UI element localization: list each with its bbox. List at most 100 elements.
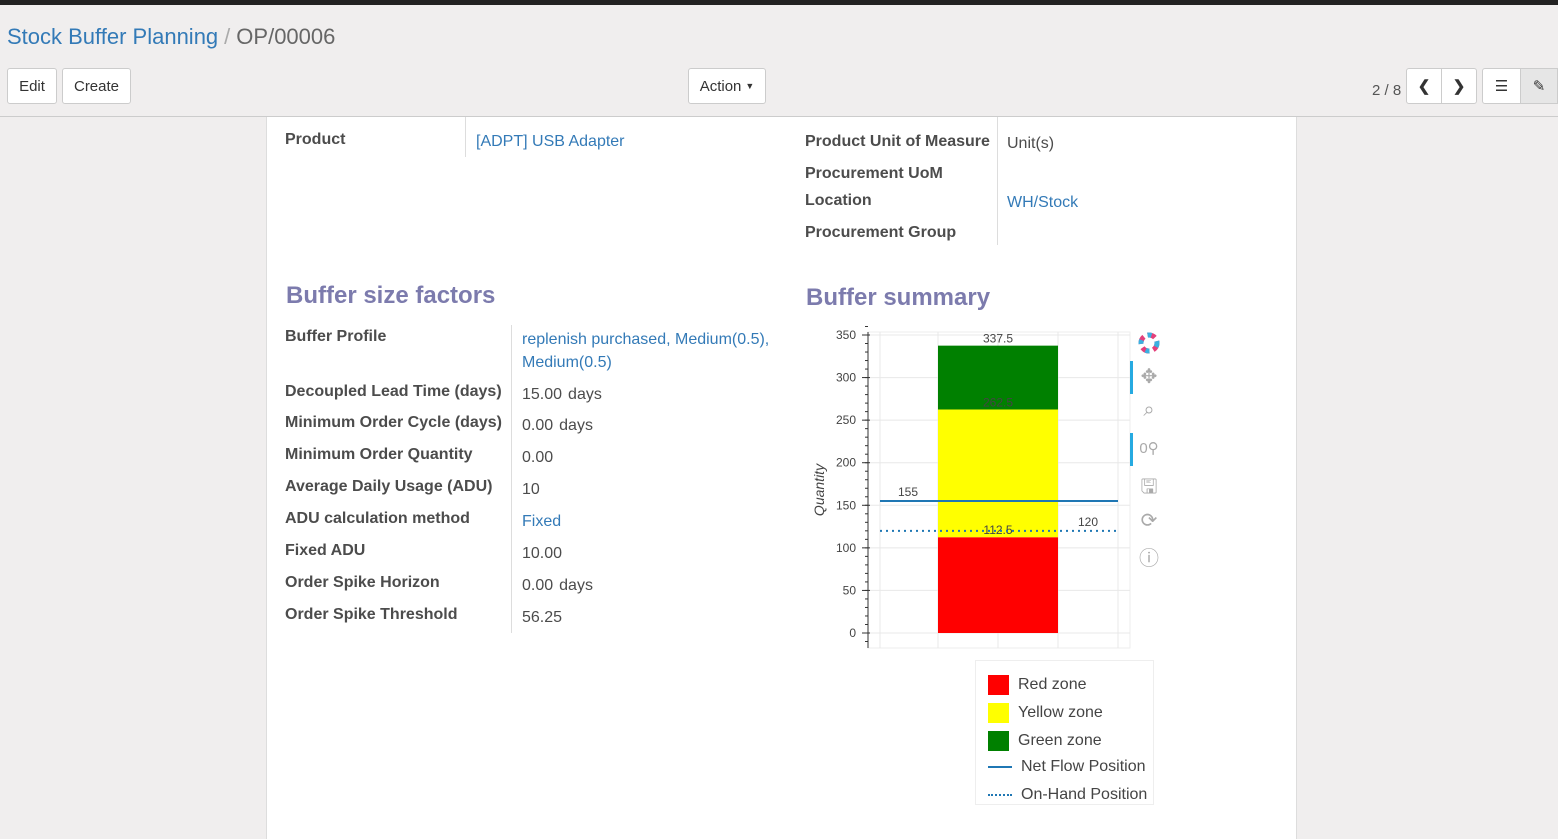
product-link[interactable]: [ADPT] USB Adapter	[476, 133, 625, 150]
chevron-right-icon: ❯	[1452, 78, 1466, 95]
chevron-left-icon: ❮	[1417, 78, 1431, 95]
legend-net-flow: Net Flow Position	[988, 758, 1146, 776]
procurement-group-label: Procurement Group	[805, 224, 957, 241]
list-icon: ☰	[1494, 78, 1509, 95]
factor-label: ADU calculation method	[285, 510, 470, 527]
bar-red-zone	[938, 537, 1058, 633]
chart-legend: Red zone Yellow zone Green zone Net Flow…	[975, 660, 1154, 805]
factor-value-text: 15.00	[522, 386, 563, 403]
uom-value: Unit(s)	[1007, 135, 1055, 152]
legend-green-zone: Green zone	[988, 731, 1102, 751]
divider	[511, 325, 512, 633]
factor-value-text: 0.00	[522, 577, 554, 594]
factor-value-text: 0.00	[522, 417, 554, 434]
legend-label: On-Hand Position	[1021, 786, 1148, 803]
y-tick-label: 300	[836, 371, 856, 385]
legend-swatch	[988, 766, 1012, 768]
breadcrumb: Stock Buffer Planning / OP/00006	[7, 24, 336, 49]
factor-value: 0.00 days	[522, 577, 593, 595]
y-axis-label: Quantity	[811, 463, 827, 516]
wheel-zoom-icon[interactable]: 0⚲	[1139, 440, 1159, 457]
factor-value: 15.00 days	[522, 386, 602, 404]
breadcrumb-current: OP/00006	[236, 24, 336, 49]
factor-label: Order Spike Horizon	[285, 574, 440, 591]
legend-label: Red zone	[1018, 676, 1087, 693]
product-label: Product	[285, 131, 346, 148]
y-tick-label: 150	[836, 498, 856, 512]
factor-value: 0.00 days	[522, 417, 593, 435]
legend-swatch	[988, 794, 1012, 796]
y-tick-label: 100	[836, 541, 856, 555]
zone-label: 262.5	[983, 396, 1013, 410]
factor-unit: days	[559, 417, 593, 434]
bar-yellow-zone	[938, 409, 1058, 538]
reset-icon[interactable]: ⟳	[1140, 510, 1158, 532]
list-view-button[interactable]: ☰	[1482, 68, 1521, 104]
factor-value-text: 10.00	[522, 545, 563, 562]
edit-button[interactable]: Edit	[7, 68, 57, 104]
action-label: Action	[699, 77, 742, 95]
factor-value-text: Medium(0.5)	[522, 354, 612, 371]
legend-label: Green zone	[1018, 732, 1102, 749]
form-view-button[interactable]: ✎	[1520, 68, 1558, 104]
factor-value: 56.25	[522, 609, 562, 627]
legend-label: Yellow zone	[1018, 704, 1103, 721]
factor-value[interactable]: replenish purchased, Medium(0.5), Medium(…	[522, 331, 769, 377]
top-bar	[0, 0, 1558, 5]
factor-label: Average Daily Usage (ADU)	[285, 478, 493, 495]
legend-red-zone: Red zone	[988, 675, 1087, 695]
factor-unit: days	[568, 386, 602, 403]
legend-label: Net Flow Position	[1021, 758, 1146, 775]
control-panel: Stock Buffer Planning / OP/00006 Edit Crea…	[0, 5, 1558, 117]
y-tick-label: 350	[836, 328, 856, 342]
factor-value: 0.00	[522, 449, 553, 467]
factor-label: Fixed ADU	[285, 542, 366, 559]
location-link[interactable]: WH/Stock	[1007, 194, 1079, 211]
box-zoom-icon[interactable]: ⌕	[1143, 399, 1155, 421]
bokeh-logo-icon[interactable]	[1138, 332, 1160, 354]
divider	[465, 117, 466, 157]
factor-value-text: 56.25	[522, 609, 563, 626]
next-record-button[interactable]: ❯	[1441, 68, 1477, 104]
divider	[997, 117, 998, 245]
factor-value: 10	[522, 481, 540, 499]
location-label: Location	[805, 192, 872, 209]
factor-value-text: replenish purchased, Medium(0.5),	[522, 331, 770, 348]
buffer-size-factors-title: Buffer size factors	[286, 282, 496, 309]
action-button[interactable]: Action ▼	[688, 68, 766, 104]
create-button[interactable]: Create	[62, 68, 131, 104]
procurement-uom-label: Procurement UoM	[805, 165, 943, 182]
y-tick-label: 250	[836, 413, 856, 427]
factor-label: Decoupled Lead Time (days)	[285, 383, 502, 400]
save-icon[interactable]: 🖫	[1140, 476, 1158, 498]
help-icon[interactable]: ⓘ	[1139, 548, 1159, 570]
legend-on-hand: On-Hand Position	[988, 786, 1147, 804]
previous-record-button[interactable]: ❮	[1406, 68, 1442, 104]
factor-unit: days	[559, 577, 593, 594]
caret-down-icon: ▼	[745, 81, 755, 91]
y-tick-label: 0	[849, 626, 856, 640]
factor-label: Order Spike Threshold	[285, 606, 458, 623]
pager-value: 2 / 8	[1372, 82, 1402, 99]
edit-icon: ✎	[1532, 78, 1546, 95]
bar-green-zone	[938, 345, 1058, 410]
legend-swatch	[988, 731, 1009, 751]
factor-value-text: 10	[522, 481, 540, 498]
buffer-chart: 0 50 100 150 200 250 300 350 Quantity 112.5 262.5 3…	[811, 325, 1131, 649]
factor-value[interactable]: Fixed	[522, 513, 561, 531]
y-tick-label: 50	[843, 583, 857, 597]
legend-swatch	[988, 675, 1009, 695]
factor-value-text: Fixed	[522, 513, 562, 530]
factor-label: Buffer Profile	[285, 328, 387, 345]
zone-label: 337.5	[983, 332, 1013, 346]
legend-yellow-zone: Yellow zone	[988, 703, 1103, 723]
buffer-summary-title: Buffer summary	[806, 284, 991, 311]
pan-icon[interactable]: ✥	[1140, 366, 1158, 388]
y-tick-label: 200	[836, 456, 856, 470]
zone-label: 112.5	[983, 523, 1012, 537]
line-label: 155	[898, 485, 918, 499]
legend-swatch	[988, 703, 1009, 723]
factor-value: 10.00	[522, 545, 562, 563]
breadcrumb-parent[interactable]: Stock Buffer Planning	[7, 24, 219, 49]
factor-value-text: 0.00	[522, 449, 554, 466]
